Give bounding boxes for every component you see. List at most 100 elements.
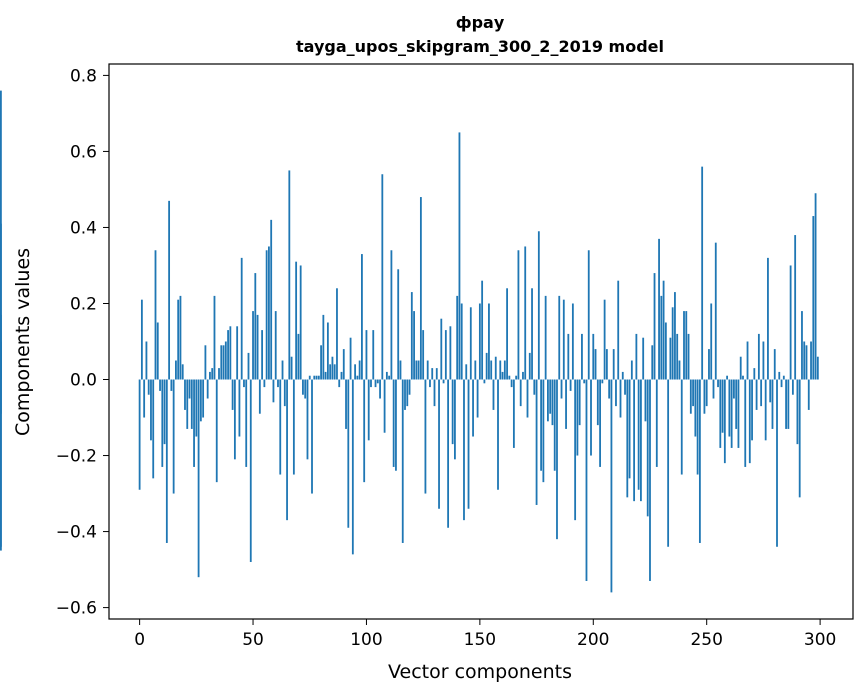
bar-4: [147, 379, 150, 395]
chart-subtitle: tayga_upos_skipgram_300_2_2019 model: [296, 37, 664, 56]
bar-152: [483, 379, 486, 384]
bar-27: [199, 379, 202, 422]
bar-undefined: [0, 90, 2, 380]
bar-298: [814, 193, 817, 380]
bars-group: [0, 90, 819, 593]
bar-241: [685, 311, 688, 380]
bar-9: [159, 379, 161, 391]
bar-254: [714, 242, 717, 380]
bar-93: [349, 337, 352, 380]
bar-248: [701, 166, 704, 380]
bar-45: [240, 257, 243, 380]
bar-118: [406, 379, 409, 407]
bar-274: [760, 379, 763, 407]
bar-188: [565, 379, 567, 429]
bar-136: [447, 379, 450, 528]
bar-173: [531, 288, 533, 380]
bar-18: [179, 295, 182, 380]
bar-100: [365, 330, 368, 380]
bar-11: [163, 379, 166, 445]
bar-210: [615, 379, 617, 407]
bar-218: [633, 379, 636, 502]
bar-157: [494, 356, 497, 380]
x-tick-label: 150: [464, 630, 496, 650]
bar-22: [188, 379, 191, 399]
bar-292: [801, 311, 803, 380]
x-tick-label: 50: [242, 630, 264, 650]
bar-31: [209, 371, 211, 380]
bar-192: [574, 379, 577, 521]
bar-155: [490, 360, 493, 380]
x-tick-label: 0: [134, 630, 145, 650]
bar-195: [581, 333, 583, 380]
bar-123: [417, 360, 420, 380]
y-tick-label: 0.4: [70, 218, 97, 238]
bar-129: [431, 368, 434, 380]
bar-130: [433, 379, 436, 407]
bar-230: [660, 295, 663, 380]
bar-14: [170, 379, 173, 391]
bar-142: [460, 303, 463, 380]
bar-90: [342, 349, 345, 380]
bar-85: [331, 356, 334, 380]
bar-102: [370, 379, 372, 388]
bar-243: [689, 379, 692, 414]
bar-247: [698, 379, 701, 543]
bar-267: [744, 379, 747, 467]
bar-16: [175, 360, 177, 380]
bar-288: [791, 379, 794, 395]
bar-8: [156, 322, 159, 380]
bar-147: [472, 379, 474, 437]
bar-256: [719, 379, 722, 448]
bar-196: [583, 379, 586, 384]
bar-20: [184, 379, 186, 410]
bar-271: [753, 368, 756, 380]
bar-95: [354, 364, 357, 380]
bar-263: [735, 379, 738, 429]
bar-214: [624, 379, 626, 395]
bar-217: [630, 360, 633, 380]
bar-289: [794, 235, 797, 380]
bar-176: [537, 231, 540, 380]
bar-200: [592, 333, 595, 380]
bar-33: [213, 295, 216, 380]
bar-106: [379, 379, 381, 399]
bar-238: [678, 360, 681, 380]
bar-91: [345, 379, 347, 429]
bar-128: [429, 379, 431, 388]
bar-151: [481, 280, 484, 380]
bar-105: [376, 379, 379, 384]
bar-124: [419, 197, 422, 380]
bar-177: [540, 379, 543, 471]
bar-99: [363, 379, 366, 483]
bar-37: [222, 345, 225, 380]
bar-65: [286, 379, 288, 521]
bar-257: [721, 379, 724, 433]
bar-59: [272, 379, 275, 403]
bar-125: [422, 330, 425, 380]
bar-76: [311, 379, 313, 494]
bar-137: [449, 326, 452, 380]
bar-72: [302, 379, 304, 395]
bar-156: [492, 379, 495, 410]
bar-47: [245, 379, 248, 467]
bar-113: [395, 379, 397, 471]
bar-101: [367, 379, 370, 441]
bar-60: [274, 311, 277, 380]
bar-78: [315, 375, 318, 380]
bar-158: [497, 379, 499, 490]
bar-258: [723, 379, 726, 464]
bar-171: [526, 379, 529, 418]
bar-231: [662, 280, 665, 380]
bar-253: [712, 379, 715, 399]
bar-165: [512, 379, 515, 448]
bar-284: [782, 375, 785, 380]
bar-164: [510, 379, 513, 388]
bar-81: [322, 314, 325, 380]
bar-162: [506, 288, 508, 380]
bar-48: [247, 352, 250, 380]
bar-204: [601, 379, 604, 384]
bar-146: [469, 307, 472, 380]
bar-282: [778, 371, 781, 380]
bar-287: [789, 265, 792, 380]
